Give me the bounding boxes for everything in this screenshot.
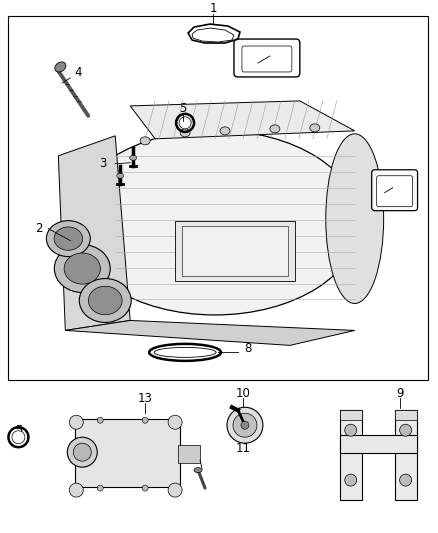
Ellipse shape xyxy=(97,485,103,491)
Bar xyxy=(340,410,362,500)
FancyBboxPatch shape xyxy=(242,46,292,72)
Ellipse shape xyxy=(220,127,230,135)
Polygon shape xyxy=(58,136,130,330)
Circle shape xyxy=(399,474,412,486)
FancyBboxPatch shape xyxy=(372,169,417,211)
Ellipse shape xyxy=(142,485,148,491)
Ellipse shape xyxy=(55,62,66,72)
Circle shape xyxy=(399,424,412,436)
Bar xyxy=(182,225,288,276)
Ellipse shape xyxy=(117,173,124,178)
Text: 3: 3 xyxy=(99,157,107,170)
Text: 10: 10 xyxy=(236,387,251,400)
Text: 8: 8 xyxy=(244,342,251,355)
Bar xyxy=(178,445,200,463)
Bar xyxy=(175,221,295,280)
Circle shape xyxy=(233,413,257,437)
Polygon shape xyxy=(130,101,355,139)
Text: 4: 4 xyxy=(74,67,82,79)
Ellipse shape xyxy=(71,131,360,315)
Text: 5: 5 xyxy=(180,102,187,115)
Circle shape xyxy=(12,431,25,443)
Bar xyxy=(395,410,417,500)
Ellipse shape xyxy=(67,437,97,467)
Bar xyxy=(340,410,362,420)
Polygon shape xyxy=(65,320,355,345)
Ellipse shape xyxy=(54,245,110,293)
Text: 5: 5 xyxy=(15,424,22,437)
Ellipse shape xyxy=(79,279,131,322)
Circle shape xyxy=(227,407,263,443)
Ellipse shape xyxy=(142,417,148,423)
Text: 9: 9 xyxy=(396,387,403,400)
Circle shape xyxy=(345,474,357,486)
FancyBboxPatch shape xyxy=(377,176,413,207)
Text: 7: 7 xyxy=(396,177,403,190)
Circle shape xyxy=(168,483,182,497)
Ellipse shape xyxy=(326,134,384,303)
Bar xyxy=(340,435,417,453)
Ellipse shape xyxy=(154,348,216,357)
Ellipse shape xyxy=(73,443,91,461)
Ellipse shape xyxy=(180,129,190,137)
Circle shape xyxy=(168,415,182,429)
Text: 11: 11 xyxy=(236,442,251,455)
Circle shape xyxy=(241,421,249,429)
Circle shape xyxy=(69,415,83,429)
Text: 2: 2 xyxy=(35,222,42,235)
Polygon shape xyxy=(192,28,234,42)
Ellipse shape xyxy=(194,467,202,473)
Bar xyxy=(8,16,427,381)
Ellipse shape xyxy=(130,155,137,160)
Ellipse shape xyxy=(140,137,150,145)
Ellipse shape xyxy=(46,221,90,256)
Text: 13: 13 xyxy=(138,392,152,405)
Text: 1: 1 xyxy=(209,2,217,14)
Circle shape xyxy=(179,117,191,129)
Circle shape xyxy=(69,483,83,497)
Ellipse shape xyxy=(310,124,320,132)
Bar xyxy=(75,419,180,487)
Ellipse shape xyxy=(64,253,100,284)
Ellipse shape xyxy=(270,125,280,133)
Ellipse shape xyxy=(97,417,103,423)
Ellipse shape xyxy=(54,227,83,251)
Text: 6: 6 xyxy=(274,45,282,58)
Circle shape xyxy=(345,424,357,436)
Bar xyxy=(395,410,417,420)
Text: 12: 12 xyxy=(186,449,201,462)
Ellipse shape xyxy=(88,286,122,315)
